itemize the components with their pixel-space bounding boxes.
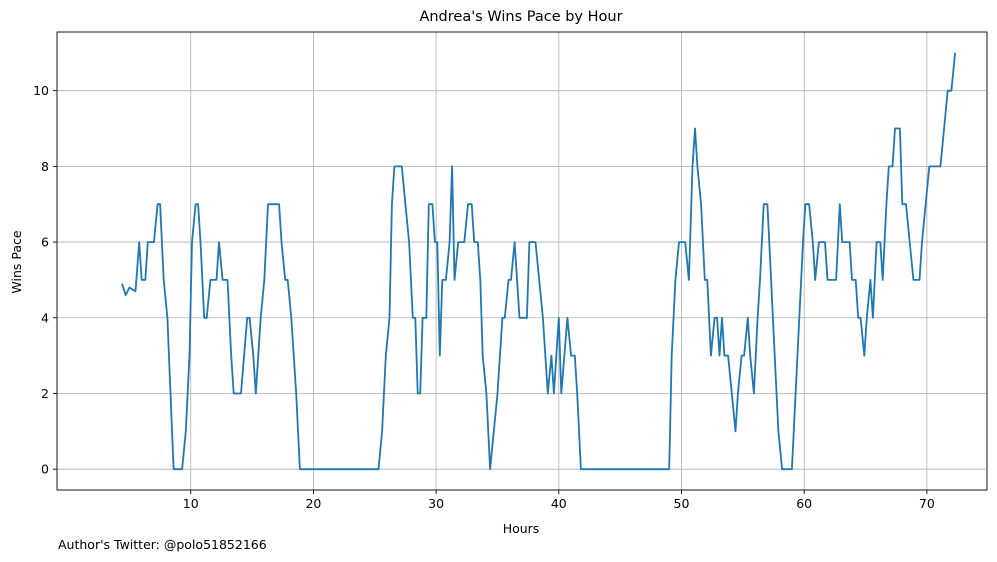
- y-tick-label: 2: [41, 386, 49, 401]
- x-tick-label: 40: [551, 496, 567, 511]
- axis-ticks: 10 20 30 40 50 60 70 0 2 4 6 8 10: [33, 83, 935, 511]
- x-tick-label: 60: [796, 496, 812, 511]
- x-tick-label: 20: [305, 496, 321, 511]
- y-tick-label: 6: [41, 235, 49, 250]
- plot-frame: [56, 31, 988, 491]
- y-tick-label: 0: [41, 462, 49, 477]
- y-tick-label: 10: [33, 83, 49, 98]
- x-axis-label: Hours: [503, 521, 540, 536]
- chart-title: Andrea's Wins Pace by Hour: [419, 9, 622, 25]
- y-tick-label: 8: [41, 159, 49, 174]
- x-tick-label: 30: [428, 496, 444, 511]
- grid: [57, 32, 987, 490]
- x-tick-label: 70: [919, 496, 935, 511]
- series-line: [121, 52, 956, 471]
- x-tick-label: 50: [674, 496, 690, 511]
- author-credit: Author's Twitter: @polo51852166: [58, 537, 267, 552]
- y-axis-label: Wins Pace: [9, 230, 24, 293]
- series-layer: [121, 52, 956, 471]
- x-tick-label: 10: [183, 496, 199, 511]
- y-tick-label: 4: [41, 310, 49, 325]
